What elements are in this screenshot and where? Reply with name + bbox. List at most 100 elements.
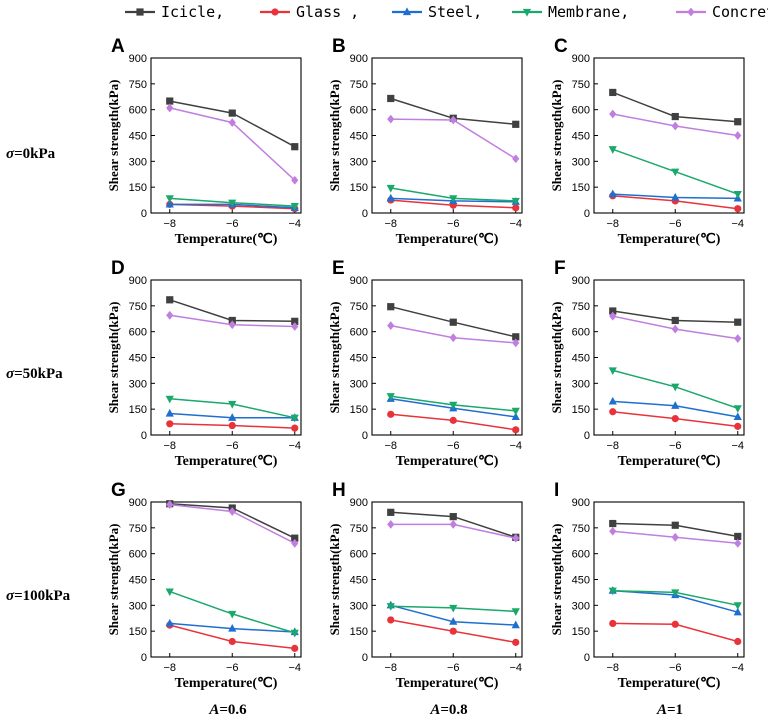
x-tick-label: −8: [384, 218, 397, 230]
x-tick-label: −4: [288, 662, 301, 674]
x-tick-label: −8: [384, 662, 397, 674]
col-label-text: =0.6: [219, 702, 247, 718]
y-tick-label: 600: [572, 105, 590, 117]
plot-frame: [593, 57, 745, 214]
data-point: [228, 610, 237, 619]
data-point: [387, 94, 395, 103]
data-point: [512, 426, 520, 434]
x-tick-label: −4: [731, 218, 744, 230]
series-glass: [387, 616, 520, 646]
col-label: A=1: [656, 702, 683, 718]
panels: A 0 150 300 450 600 750 900 −8 −6 −4 Temperature(℃)…: [106, 36, 745, 691]
series-glass: [609, 619, 742, 646]
y-axis-label: Shear strength(kPa): [549, 524, 564, 636]
data-point: [166, 500, 174, 509]
series-membrane: [165, 395, 299, 423]
data-point: [387, 519, 395, 529]
legend-marker: [522, 8, 532, 17]
panel-letter: H: [332, 480, 346, 501]
plot-frame: [150, 279, 302, 436]
y-tick-label: 750: [129, 79, 147, 91]
data-point: [449, 318, 457, 326]
data-point: [733, 602, 742, 610]
row-label-text: =50kPa: [14, 366, 63, 382]
y-tick-label: 900: [129, 275, 147, 287]
data-point: [671, 316, 679, 325]
y-tick-label: 0: [584, 430, 590, 442]
legend-item-concrete: Concrete: [676, 3, 768, 21]
y-tick-label: 900: [129, 497, 147, 509]
legend-label: Glass ,: [296, 3, 359, 21]
data-point: [671, 521, 679, 529]
series-concrete: [609, 311, 742, 343]
series-steel: [165, 618, 299, 636]
x-tick-label: −6: [447, 662, 460, 674]
y-tick-label: 750: [572, 79, 590, 91]
y-tick-label: 450: [350, 575, 368, 587]
series-membrane: [386, 393, 520, 416]
x-tick-label: −8: [606, 218, 619, 230]
data-point: [166, 97, 174, 105]
data-point: [671, 401, 680, 409]
data-point: [671, 121, 679, 131]
series-icicle: [609, 88, 742, 126]
data-point: [386, 193, 395, 202]
data-point: [228, 413, 237, 421]
data-point: [609, 619, 617, 628]
panel-I: I 0 150 300 450 600 750 900 −8 −6 −4 Temperature(℃)…: [549, 480, 745, 691]
y-tick-label: 450: [129, 575, 147, 587]
panel-B: B 0 150 300 450 600 750 900 −8 −6 −4 Temperature(℃)…: [327, 36, 523, 247]
row-label: σ=50kPa: [6, 366, 63, 382]
data-point: [291, 322, 299, 331]
y-tick-label: 150: [572, 626, 590, 638]
data-point: [512, 533, 520, 543]
y-tick-label: 450: [572, 575, 590, 587]
data-point: [671, 532, 679, 542]
data-point: [291, 644, 299, 652]
row-label-sigma: σ: [6, 366, 15, 382]
data-point: [387, 410, 395, 418]
x-axis-label: Temperature(℃): [618, 454, 721, 469]
plot-frame: [371, 57, 523, 214]
data-point: [609, 109, 617, 119]
data-point: [733, 190, 742, 199]
y-tick-label: 600: [350, 105, 368, 117]
data-point: [734, 637, 742, 646]
x-tick-label: −8: [606, 440, 619, 452]
y-axis-label: Shear strength(kPa): [549, 302, 564, 414]
y-tick-label: 300: [350, 378, 368, 390]
y-tick-label: 150: [572, 404, 590, 416]
data-point: [290, 414, 299, 423]
data-point: [511, 620, 520, 629]
data-point: [512, 120, 520, 128]
x-tick-label: −6: [669, 218, 682, 230]
series-concrete: [387, 114, 520, 164]
col-label-a: A: [208, 702, 219, 718]
legend: Icicle, Glass , Steel, Membrane, Concrete: [125, 3, 768, 21]
data-point: [671, 324, 679, 334]
col-label: A=0.6: [208, 702, 247, 718]
y-tick-label: 450: [350, 131, 368, 143]
data-point: [166, 103, 174, 113]
data-point: [449, 627, 457, 635]
series-membrane: [165, 195, 299, 211]
legend-label: Concrete: [712, 3, 768, 21]
data-point: [166, 296, 174, 304]
y-tick-label: 900: [572, 497, 590, 509]
y-tick-label: 900: [350, 53, 368, 65]
data-point: [733, 607, 742, 616]
data-point: [609, 526, 617, 536]
plot-frame: [371, 501, 523, 658]
data-point: [449, 513, 457, 521]
y-tick-label: 150: [350, 404, 368, 416]
y-tick-label: 150: [129, 404, 147, 416]
y-axis-label: Shear strength(kPa): [327, 302, 342, 414]
row-label: σ=0kPa: [6, 146, 56, 162]
series-concrete: [609, 526, 742, 548]
data-point: [387, 303, 395, 311]
data-point: [609, 408, 617, 416]
series-membrane: [386, 184, 520, 206]
series-membrane: [386, 603, 520, 616]
col-label-text: =1: [667, 702, 683, 718]
